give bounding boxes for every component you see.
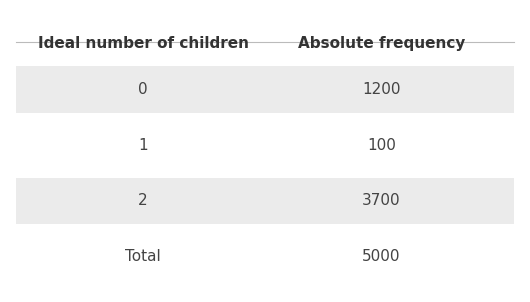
Text: 5000: 5000 xyxy=(363,249,401,264)
Text: 0: 0 xyxy=(138,82,148,97)
Text: 1: 1 xyxy=(138,138,148,153)
Text: Ideal number of children: Ideal number of children xyxy=(38,36,249,51)
Text: 1200: 1200 xyxy=(363,82,401,97)
Bar xyxy=(16,178,514,224)
Bar xyxy=(16,66,514,113)
Text: 3700: 3700 xyxy=(363,194,401,208)
Text: Total: Total xyxy=(125,249,161,264)
Text: 2: 2 xyxy=(138,194,148,208)
Text: 100: 100 xyxy=(367,138,396,153)
Text: Absolute frequency: Absolute frequency xyxy=(298,36,465,51)
